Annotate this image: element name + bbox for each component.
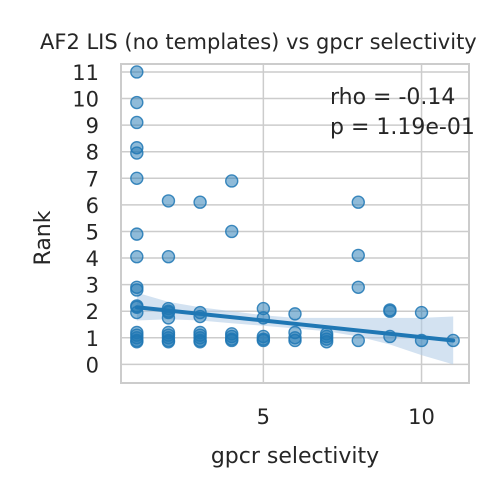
- y-tick-label: 10: [72, 88, 99, 112]
- data-point: [351, 195, 365, 209]
- y-tick-label: 4: [86, 247, 99, 271]
- data-points: [130, 65, 460, 349]
- data-point: [161, 335, 176, 349]
- data-point: [130, 115, 144, 130]
- y-tick-label: 6: [86, 194, 99, 218]
- data-point: [288, 333, 302, 348]
- data-point: [256, 333, 271, 348]
- data-point: [161, 250, 176, 264]
- y-tick-label: 9: [86, 114, 99, 138]
- rho-annotation: rho = -0.14: [330, 85, 455, 110]
- regression-line: [134, 305, 456, 343]
- axes: [120, 63, 470, 384]
- data-point: [161, 311, 176, 325]
- data-point: [288, 307, 302, 321]
- x-axis-label: gpcr selectivity: [211, 444, 379, 469]
- data-point: [193, 335, 207, 349]
- data-point: [130, 250, 144, 264]
- data-point: [225, 174, 239, 188]
- data-point: [225, 333, 239, 348]
- data-point: [193, 195, 207, 209]
- data-point: [161, 194, 176, 208]
- data-point: [351, 248, 365, 263]
- data-point: [351, 333, 365, 348]
- y-tick-label: 7: [86, 167, 99, 191]
- x-tick-label: 5: [257, 405, 270, 429]
- y-tick-label: 3: [86, 274, 99, 298]
- p-value-annotation: p = 1.19e-01: [330, 115, 475, 140]
- y-tick-label: 2: [86, 300, 99, 324]
- data-point: [319, 335, 334, 349]
- data-point: [225, 224, 239, 239]
- data-point: [130, 335, 144, 349]
- data-point: [130, 146, 144, 160]
- data-point: [383, 304, 397, 318]
- data-point: [351, 280, 365, 294]
- data-point: [130, 227, 144, 241]
- y-tick-label: 8: [86, 141, 99, 165]
- data-point: [130, 65, 144, 79]
- y-tick-label: 5: [86, 220, 99, 244]
- y-tick-label: 11: [72, 61, 99, 85]
- y-tick-label: 0: [86, 353, 99, 377]
- data-point: [130, 95, 144, 110]
- regression-line-group: [134, 305, 456, 343]
- y-axis-label: Rank: [31, 210, 56, 265]
- data-point: [130, 283, 144, 297]
- data-point: [130, 171, 144, 186]
- x-tick-label: 10: [408, 405, 435, 429]
- y-tick-label: 1: [86, 327, 99, 351]
- plot-frame: [120, 63, 470, 384]
- chart-title: AF2 LIS (no templates) vs gpcr selectivi…: [40, 30, 477, 54]
- data-point: [414, 305, 429, 320]
